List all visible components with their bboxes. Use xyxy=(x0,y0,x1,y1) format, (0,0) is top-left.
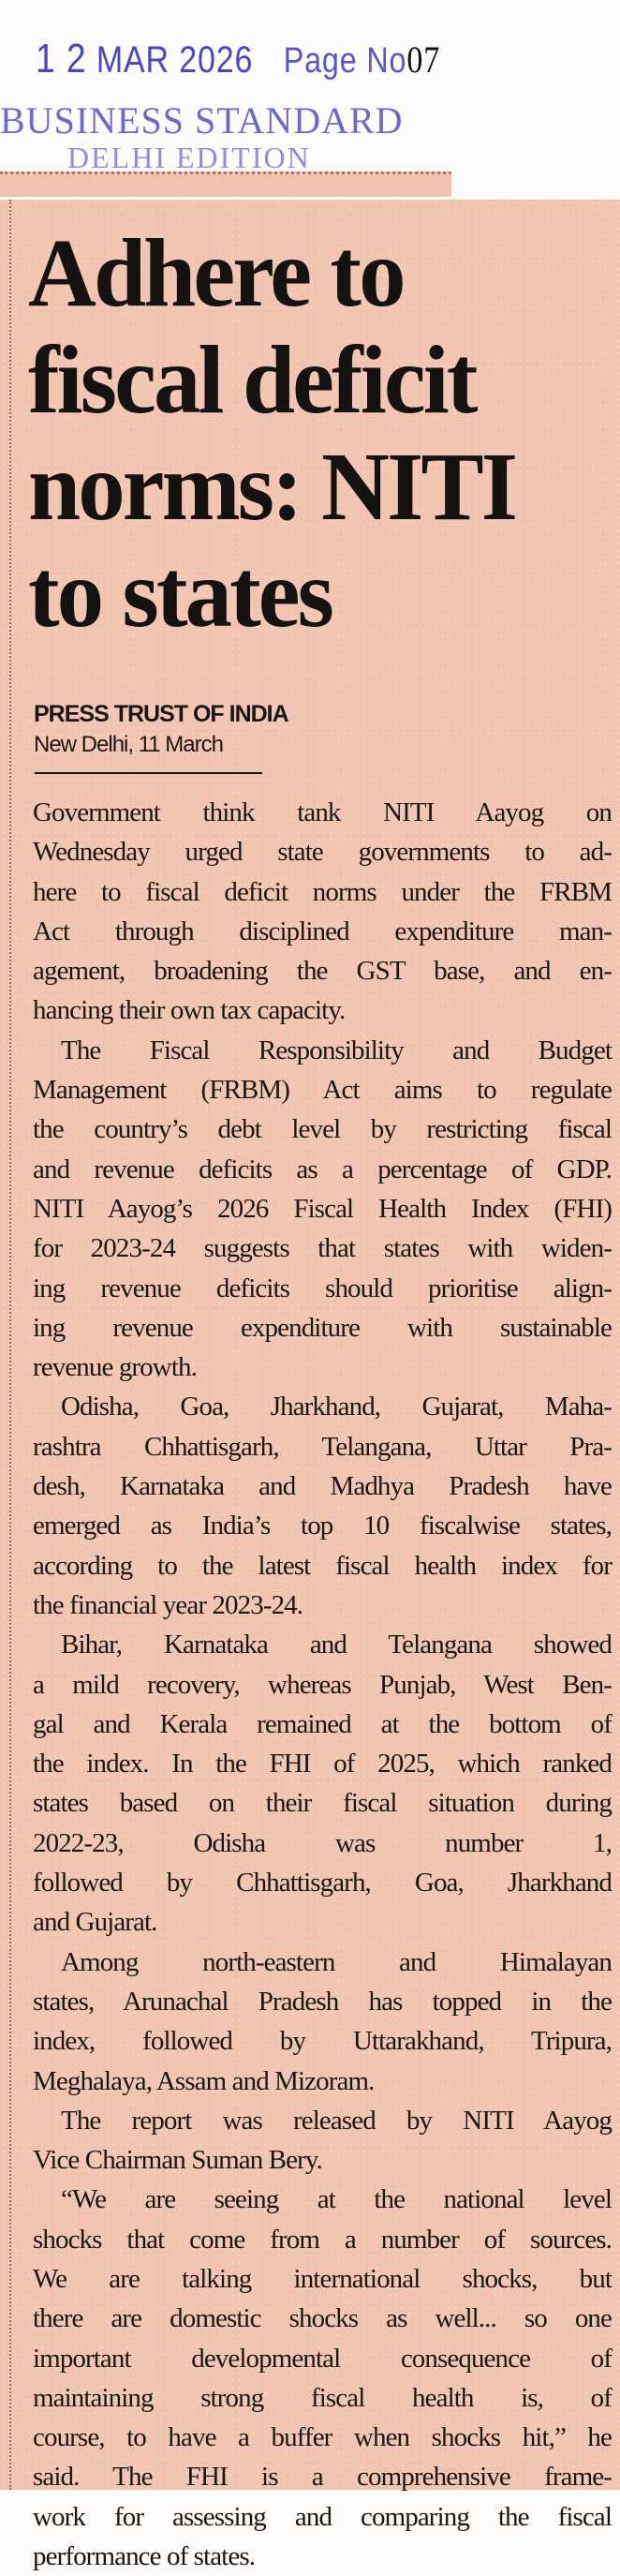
paragraph-line: Wednesday urged state governments to ad- xyxy=(33,837,613,868)
paragraph-line: followed by Chhattisgarh, Goa, Jharkhand xyxy=(33,1868,613,1898)
divider xyxy=(35,772,262,774)
paragraph: The report was released by NITI Aayog Vic… xyxy=(33,2101,613,2181)
paragraph-line: ing revenue expenditure with sustainable xyxy=(33,1312,613,1343)
paragraph-line: ing revenue deficits should prioritise a… xyxy=(33,1273,613,1303)
headline-line: fiscal deficit xyxy=(28,326,478,434)
date-stamp: 1 2 MAR 2026 Page No07 xyxy=(36,36,440,82)
paragraph-line: Vice Chairman Suman Bery. xyxy=(33,2145,323,2176)
stamp-page-number: 07 xyxy=(406,38,441,81)
paragraph-line: gal and Kerala remained at the bottom of xyxy=(33,1708,613,1739)
byline: PRESS TRUST OF INDIA xyxy=(34,701,289,727)
paragraph: Government think tank NITI Aayog on Wedne… xyxy=(33,793,613,1031)
newspaper-name: BUSINESS STANDARD xyxy=(0,99,404,141)
dateline: New Delhi, 11 March xyxy=(34,732,224,757)
paragraph-line: 2022-23, Odisha was number 1, xyxy=(33,1827,613,1858)
paragraph-line: shocks that come from a number of source… xyxy=(33,2224,613,2255)
paragraph-line: Odisha, Goa, Jharkhand, Gujarat, Maha- xyxy=(61,1392,613,1422)
paragraph-line: the index. In the FHI of 2025, which ran… xyxy=(33,1749,613,1779)
paragraph-line: NITI Aayog’s 2026 Fiscal Health Index (F… xyxy=(33,1193,613,1224)
paragraph: “We are seeing at the national level shoc… xyxy=(33,2180,613,2576)
newspaper-edition: DELHI EDITION xyxy=(67,141,311,174)
paragraph: Bihar, Karnataka and Telangana showed a m… xyxy=(33,1625,613,1942)
paragraph-line: the country’s debt level by restricting … xyxy=(33,1114,613,1145)
paragraph-line: there are domestic shocks as well... so … xyxy=(33,2303,613,2334)
paragraph-line: here to fiscal deficit norms under the F… xyxy=(33,876,613,907)
headline-line: norms: NITI xyxy=(28,433,518,541)
paragraph-line: a mild recovery, whereas Punjab, West Be… xyxy=(33,1669,613,1700)
paragraph-line: important developmental consequence of xyxy=(33,2343,613,2374)
stamp-day: 1 2 xyxy=(36,36,87,82)
paragraph-line: The Fiscal Responsibility and Budget xyxy=(61,1035,613,1065)
paragraph-line: and Gujarat. xyxy=(33,1907,157,1938)
paragraph: Among north-eastern and Himalayan states,… xyxy=(33,1943,613,2101)
paragraph-line: The report was released by NITI Aayog xyxy=(61,2105,613,2136)
paragraph-line: emerged as India’s top 10 fiscalwise sta… xyxy=(33,1511,613,1541)
paragraph-line: index, followed by Uttarakhand, Tripura, xyxy=(33,2026,613,2057)
paragraph-line: the financial year 2023-24. xyxy=(33,1589,303,1620)
headline-line: to states xyxy=(28,540,334,648)
stamp-date: MAR 2026 xyxy=(96,39,254,81)
paragraph: The Fiscal Responsibility and Budget Mana… xyxy=(33,1031,613,1388)
paragraph-line: agement, broadening the GST base, and en… xyxy=(33,956,613,987)
paragraph-line: work for assessing and comparing the fis… xyxy=(33,2501,613,2532)
paragraph-line: Government think tank NITI Aayog on xyxy=(33,797,613,827)
paragraph-line: Meghalaya, Assam and Mizoram. xyxy=(33,2065,375,2096)
article-body: Government think tank NITI Aayog on Wedne… xyxy=(33,793,613,2576)
paragraph-line: Among north-eastern and Himalayan xyxy=(61,1946,613,1977)
paragraph-line: rashtra Chhattisgarh, Telangana, Uttar P… xyxy=(33,1431,613,1462)
clipping-strip xyxy=(0,171,451,197)
paragraph-line: said. The FHI is a comprehensive frame- xyxy=(33,2462,613,2493)
paragraph-line: “We are seeing at the national level xyxy=(61,2184,613,2215)
paragraph-line: and revenue deficits as a percentage of … xyxy=(33,1154,613,1184)
paragraph-line: states, Arunachal Pradesh has topped in … xyxy=(33,1986,613,2017)
headline-line: Adhere to xyxy=(28,219,406,327)
paragraph-line: states based on their fiscal situation d… xyxy=(33,1788,613,1819)
stamp-page-label: Page No xyxy=(283,41,407,81)
headline: Adhere to fiscal deficit norms: NITI to … xyxy=(28,220,530,648)
paragraph-line: desh, Karnataka and Madhya Pradesh have xyxy=(33,1471,613,1502)
paragraph-line: course, to have a buffer when shocks hit… xyxy=(33,2422,613,2453)
paragraph: Odisha, Goa, Jharkhand, Gujarat, Maha-ra… xyxy=(33,1387,613,1625)
paragraph-line: Management (FRBM) Act aims to regulate xyxy=(33,1075,613,1106)
paragraph-line: maintaining strong fiscal health is, of xyxy=(33,2382,613,2413)
paragraph-line: Act through disciplined expenditure man- xyxy=(33,916,613,946)
paragraph-line: for 2023-24 suggests that states with wi… xyxy=(33,1233,613,1264)
news-article: Adhere to fiscal deficit norms: NITI to … xyxy=(0,200,620,2571)
paragraph-line: hancing their own tax capacity. xyxy=(33,995,346,1026)
paragraph-line: Bihar, Karnataka and Telangana showed xyxy=(61,1630,613,1660)
paragraph-line: We are talking international shocks, but xyxy=(33,2263,613,2294)
paragraph-line: performance of states. xyxy=(33,2541,256,2572)
paragraph-line: according to the latest fiscal health in… xyxy=(33,1550,613,1581)
paragraph-line: revenue growth. xyxy=(33,1352,198,1383)
